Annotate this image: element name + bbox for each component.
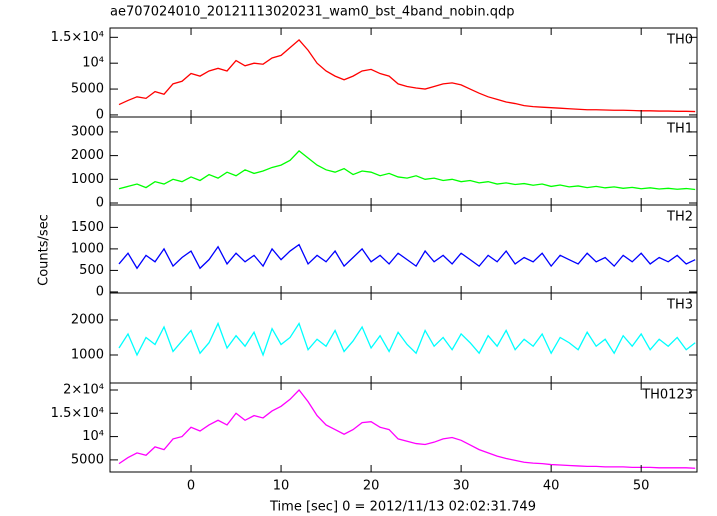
x-tick-label: 0 (187, 479, 195, 494)
panel-frame (109, 27, 698, 118)
y-tick-label: 3000 (71, 124, 104, 139)
y-tick-label: 5000 (71, 82, 104, 97)
y-tick-label: 1000 (71, 241, 104, 256)
chart-title: ae707024010_20121113020231_wam0_bst_4ban… (110, 5, 515, 20)
series-label: TH3 (666, 298, 693, 313)
y-tick-label: 0 (96, 195, 104, 210)
x-tick-label: 50 (633, 479, 650, 494)
series-label: TH2 (666, 210, 693, 225)
y-tick-label: 500 (79, 263, 104, 278)
series-label: TH0 (666, 33, 693, 48)
y-tick-label: 0 (96, 107, 104, 122)
x-tick-label: 10 (273, 479, 290, 494)
y-axis-label: Counts/sec (37, 214, 52, 286)
y-tick-label: 10⁴ (82, 429, 104, 444)
y-tick-label: 1.5×10⁴ (51, 30, 104, 45)
x-tick-label: 20 (363, 479, 380, 494)
panel-frame (109, 382, 698, 473)
y-tick-label: 10⁴ (82, 56, 104, 71)
x-tick-label: 30 (453, 479, 470, 494)
panel-frame (109, 292, 698, 384)
data-line (118, 321, 696, 357)
y-tick-label: 2×10⁴ (63, 382, 104, 397)
y-tick-label: 2000 (71, 148, 104, 163)
x-tick-label: 40 (543, 479, 560, 494)
panel-frame (109, 116, 698, 206)
data-line (118, 149, 696, 191)
y-tick-label: 5000 (71, 452, 104, 467)
data-line (118, 243, 696, 270)
y-tick-label: 2000 (71, 312, 104, 327)
y-tick-label: 1.5×10⁴ (51, 406, 104, 421)
y-tick-label: 1000 (71, 347, 104, 362)
panel-frame (109, 204, 698, 294)
y-tick-label: 1000 (71, 172, 104, 187)
y-tick-label: 0 (96, 284, 104, 299)
x-axis-label: Time [sec] 0 = 2012/11/13 02:02:31.749 (269, 500, 536, 515)
series-label: TH0123 (641, 388, 693, 403)
y-tick-label: 1500 (71, 220, 104, 235)
data-line (118, 38, 696, 113)
data-line (118, 388, 696, 469)
series-label: TH1 (666, 122, 693, 137)
